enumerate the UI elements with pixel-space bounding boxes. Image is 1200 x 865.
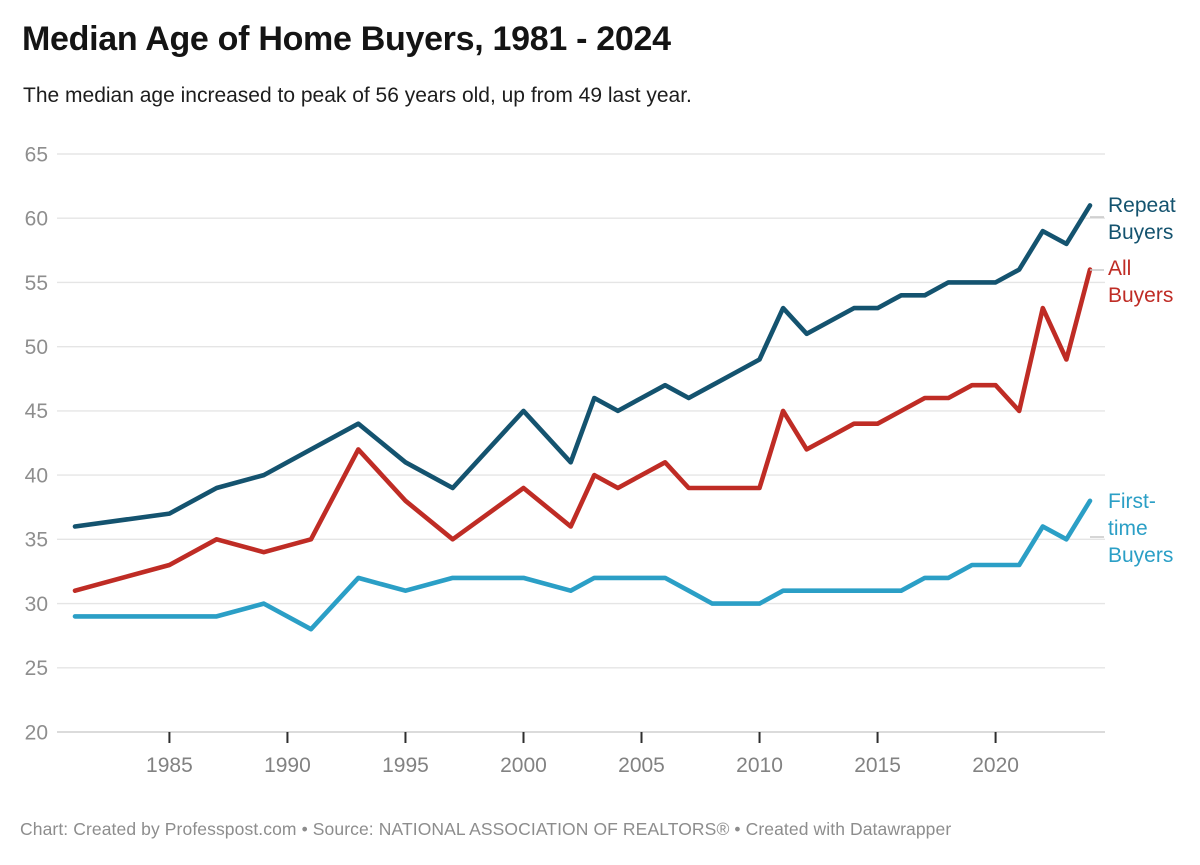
footer-credit: Chart: Created by Professpost.com • Sour… (20, 819, 952, 839)
series-label-line: First- (1108, 490, 1156, 513)
series-label-line: Buyers (1108, 221, 1174, 244)
series-line-first-time-buyers (72, 498, 1093, 632)
series-label-line: Buyers (1108, 544, 1174, 567)
series-line-repeat-buyers (72, 203, 1093, 529)
y-axis-label: 45 (25, 400, 48, 423)
x-axis-label: 2010 (736, 754, 783, 777)
series-label-line: Repeat (1108, 194, 1176, 217)
series-label-line: time (1108, 517, 1148, 540)
x-axis-label: 2000 (500, 754, 547, 777)
y-axis-label: 20 (25, 721, 48, 744)
series-label-first-time-buyers: First-time Buyers (1108, 488, 1173, 569)
y-axis-label: 25 (25, 657, 48, 680)
y-axis-label: 35 (25, 529, 48, 552)
series-label-all-buyers: All Buyers (1108, 255, 1173, 309)
x-axis-label: 1990 (264, 754, 311, 777)
y-axis-label: 65 (25, 143, 48, 166)
series-line-all-buyers (72, 267, 1093, 594)
x-axis-label: 2015 (854, 754, 901, 777)
x-axis-label: 2005 (618, 754, 665, 777)
x-axis-label: 2020 (972, 754, 1019, 777)
x-axis-label: 1995 (382, 754, 429, 777)
y-axis-label: 55 (25, 272, 48, 295)
chart-subtitle: The median age increased to peak of 56 y… (23, 84, 692, 107)
chart-title: Median Age of Home Buyers, 1981 - 2024 (22, 20, 671, 58)
x-axis-label: 1985 (146, 754, 193, 777)
y-axis-label: 50 (25, 336, 48, 359)
series-label-repeat-buyers: Repeat Buyers (1108, 192, 1176, 246)
series-label-line: Buyers (1108, 284, 1174, 307)
y-axis-label: 40 (25, 464, 48, 487)
series-label-line: All (1108, 257, 1132, 280)
y-axis-label: 30 (25, 593, 48, 616)
y-axis-label: 60 (25, 208, 48, 231)
